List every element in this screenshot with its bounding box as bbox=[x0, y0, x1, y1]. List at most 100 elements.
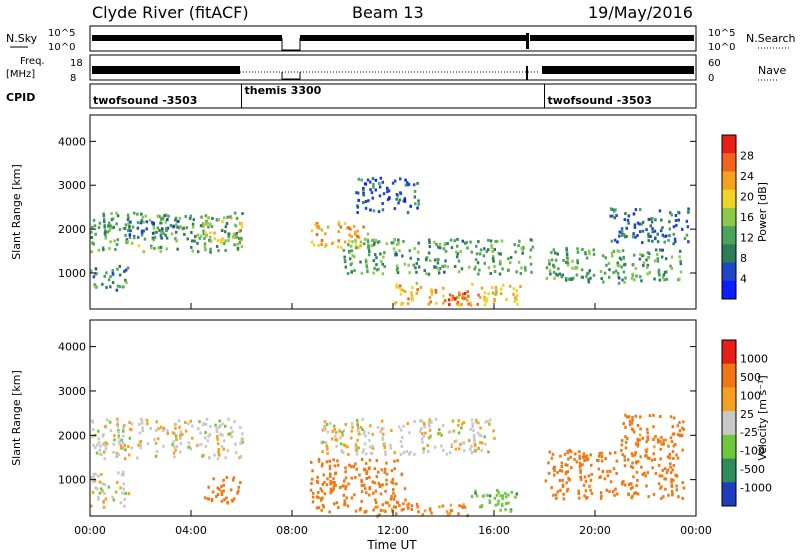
power-cell bbox=[191, 222, 195, 226]
power-cell bbox=[476, 261, 480, 265]
velocity-cell bbox=[657, 440, 660, 444]
velocity-cell bbox=[662, 495, 665, 499]
velocity-cell bbox=[553, 469, 556, 473]
power-cell bbox=[623, 263, 626, 267]
power-cell bbox=[485, 297, 489, 301]
velocity-ytick-label: 3000 bbox=[58, 385, 86, 398]
power-cell bbox=[224, 239, 227, 243]
power-cell bbox=[613, 216, 616, 220]
velocity-cell bbox=[391, 477, 395, 481]
power-cell bbox=[634, 267, 638, 270]
velocity-cell bbox=[630, 452, 634, 456]
velocity-cell bbox=[332, 458, 335, 462]
velocity-cell bbox=[495, 493, 499, 497]
power-region-7 bbox=[393, 281, 522, 307]
velocity-cell bbox=[625, 440, 628, 444]
power-cell bbox=[324, 243, 328, 247]
velocity-cell bbox=[184, 429, 188, 433]
power-cell bbox=[499, 252, 502, 256]
velocity-cell bbox=[310, 477, 314, 481]
velocity-cell bbox=[119, 501, 123, 505]
velocity-cell bbox=[681, 434, 684, 437]
velocity-colorbar-segment bbox=[722, 340, 736, 365]
velocity-cell bbox=[374, 498, 377, 502]
velocity-cell bbox=[353, 493, 356, 497]
velocity-cell bbox=[583, 459, 586, 462]
velocity-cell bbox=[624, 425, 627, 429]
velocity-cell bbox=[217, 425, 220, 429]
power-cell bbox=[152, 238, 155, 242]
velocity-cell bbox=[360, 484, 364, 488]
power-cell bbox=[627, 214, 631, 218]
power-cell bbox=[409, 204, 412, 208]
velocity-cell bbox=[629, 487, 633, 491]
power-cell bbox=[202, 229, 205, 233]
velocity-heatmap bbox=[90, 413, 686, 518]
velocity-cell bbox=[241, 440, 244, 444]
power-cell bbox=[413, 195, 416, 199]
power-cell bbox=[348, 239, 351, 243]
power-cell bbox=[118, 273, 122, 277]
velocity-cell bbox=[346, 445, 349, 449]
velocity-cell bbox=[616, 492, 619, 496]
power-cell bbox=[343, 222, 347, 226]
velocity-cell bbox=[321, 482, 324, 486]
velocity-cell bbox=[323, 492, 327, 496]
power-cell bbox=[152, 222, 155, 226]
power-cell bbox=[564, 277, 568, 280]
power-cell bbox=[136, 235, 140, 239]
velocity-cell bbox=[130, 428, 133, 432]
power-cell bbox=[310, 229, 314, 233]
power-cell bbox=[552, 270, 556, 274]
velocity-cell bbox=[220, 485, 223, 488]
velocity-cell bbox=[670, 484, 673, 488]
velocity-cell bbox=[97, 496, 100, 499]
velocity-cell bbox=[600, 451, 603, 455]
velocity-cell bbox=[214, 423, 217, 427]
power-cell bbox=[379, 176, 383, 180]
velocity-cell bbox=[600, 494, 603, 498]
power-cell bbox=[211, 216, 214, 220]
velocity-cell bbox=[461, 441, 465, 445]
power-cell bbox=[622, 270, 626, 274]
power-cell bbox=[356, 234, 359, 238]
power-cell bbox=[659, 229, 663, 233]
velocity-cell bbox=[241, 432, 244, 436]
velocity-cell bbox=[354, 476, 357, 479]
velocity-cell bbox=[321, 428, 325, 432]
velocity-cell bbox=[104, 424, 107, 428]
velocity-cell bbox=[559, 454, 562, 458]
power-cell bbox=[654, 248, 658, 252]
power-cell bbox=[509, 261, 512, 265]
velocity-region-0 bbox=[91, 417, 244, 461]
power-cell bbox=[398, 198, 401, 202]
power-cell bbox=[183, 232, 186, 236]
velocity-cell bbox=[365, 472, 368, 475]
power-cell bbox=[107, 278, 111, 282]
power-cell bbox=[621, 278, 624, 282]
power-colorbar-tick: 12 bbox=[740, 232, 754, 245]
velocity-cell bbox=[639, 415, 642, 419]
power-cell bbox=[348, 257, 352, 261]
velocity-cell bbox=[656, 438, 660, 442]
velocity-cell bbox=[652, 492, 656, 496]
velocity-cell bbox=[211, 490, 215, 494]
power-cell bbox=[499, 259, 502, 263]
power-cell bbox=[675, 223, 678, 227]
power-cell bbox=[368, 249, 371, 253]
power-cell bbox=[115, 222, 118, 226]
power-cell bbox=[383, 265, 386, 269]
power-cell bbox=[395, 193, 399, 196]
power-cell bbox=[437, 268, 440, 272]
power-cell bbox=[442, 301, 445, 305]
velocity-cell bbox=[332, 487, 335, 491]
time-tick-label: 16:00 bbox=[478, 524, 510, 537]
power-cell bbox=[443, 270, 446, 274]
velocity-cell bbox=[480, 448, 483, 452]
power-cell bbox=[362, 193, 365, 197]
velocity-cell bbox=[631, 466, 635, 470]
power-cell bbox=[669, 264, 672, 268]
power-cell bbox=[521, 248, 525, 252]
power-cell bbox=[355, 191, 358, 195]
